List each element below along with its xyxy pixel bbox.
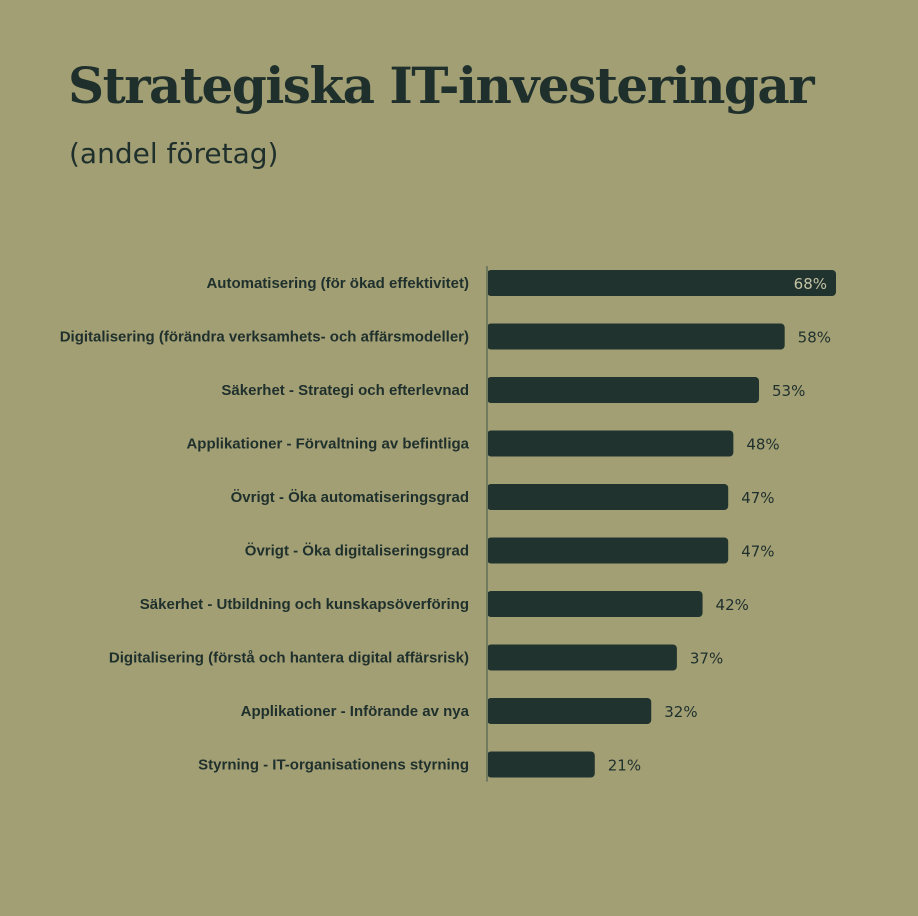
value-label: 53% [772, 382, 805, 400]
category-label: Säkerhet - Utbildning och kunskapsöverfö… [140, 596, 469, 613]
value-label: 42% [716, 596, 749, 614]
bar [487, 323, 785, 350]
category-label: Automatisering (för ökad effektivitet) [206, 275, 469, 292]
value-label: 68% [794, 275, 827, 293]
bar [487, 270, 836, 296]
value-label: 48% [746, 436, 779, 454]
bar [487, 430, 734, 457]
value-label: 21% [608, 757, 641, 775]
bar [487, 377, 760, 403]
value-label: 32% [664, 703, 697, 721]
value-label: 58% [798, 329, 831, 347]
category-label: Digitalisering (förändra verksamhets- oc… [60, 329, 469, 346]
bar [487, 698, 652, 724]
chart-title: Strategiska IT-investeringar [68, 56, 815, 115]
bar [487, 537, 729, 564]
category-label: Styrning - IT-organisationens styrning [198, 757, 469, 774]
bar [487, 484, 729, 510]
category-label: Applikationer - Införande av nya [241, 703, 470, 720]
bar [487, 751, 595, 778]
category-label: Övrigt - Öka digitaliseringsgrad [245, 543, 469, 560]
value-label: 37% [690, 650, 723, 668]
category-label: Digitalisering (förstå och hantera digit… [109, 650, 469, 667]
value-label: 47% [741, 543, 774, 561]
bar [487, 591, 703, 617]
value-label: 47% [741, 489, 774, 507]
bar [487, 644, 677, 671]
category-label: Applikationer - Förvaltning av befintlig… [186, 436, 469, 453]
chart-subtitle: (andel företag) [69, 137, 279, 170]
category-label: Övrigt - Öka automatiseringsgrad [231, 489, 469, 506]
category-label: Säkerhet - Strategi och efterlevnad [221, 382, 469, 399]
